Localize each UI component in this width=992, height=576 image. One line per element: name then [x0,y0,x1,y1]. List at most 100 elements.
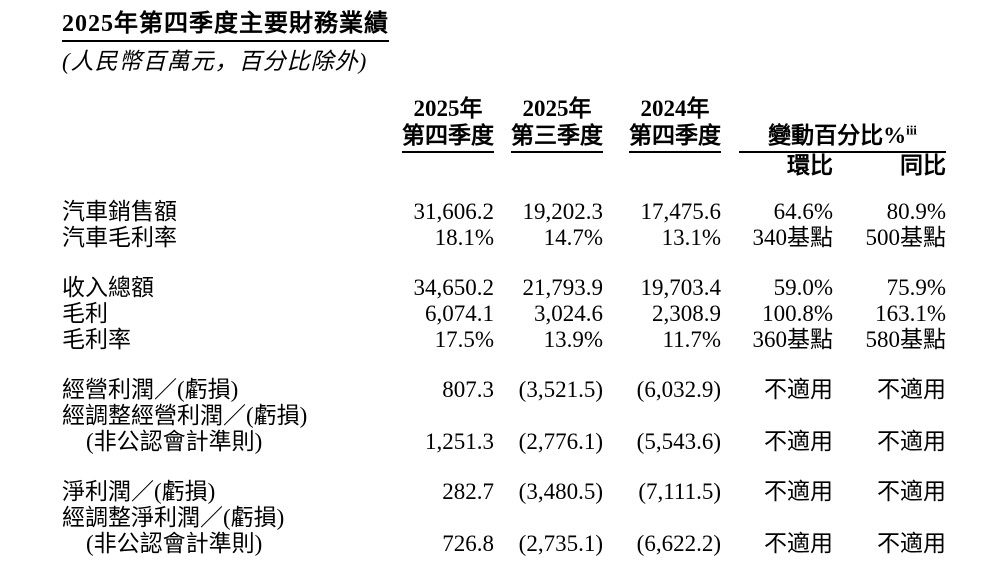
row-label: 經調整經營利潤／(虧損) [62,403,308,428]
table-row: 毛利率 17.5% 13.9% 11.7% 360基點 580基點 [62,327,946,353]
cell-value [833,505,946,531]
cell-value: 17.5% [434,327,494,352]
cell-value: 2,308.9 [652,301,721,326]
row-label: 毛利 [62,301,108,326]
row-label: 汽車毛利率 [62,225,177,250]
table-row: 汽車毛利率 18.1% 14.7% 13.1% 340基點 500基點 [62,225,946,251]
row-label: 淨利潤／(虧損) [62,479,216,504]
cell-value: (6,622.2) [636,531,721,556]
cell-value: 18.1% [434,225,494,250]
table-row: 經調整淨利潤／(虧損) [62,505,946,531]
col-header-quarter: 第四季度 [402,123,494,148]
cell-value [603,403,721,429]
cell-value [603,505,721,531]
section-title-text: 2025年第四季度主要財務業績 [62,10,389,42]
col-header-quarter: 第三季度 [511,123,603,148]
row-label: (非公認會計準則) [86,429,263,454]
table-row: 經調整經營利潤／(虧損) [62,403,946,429]
change-header-label: 變動百分比% [768,123,907,148]
footnote-marker: iii [906,122,917,138]
cell-value: 不適用 [764,377,833,402]
cell-value: 64.6% [773,199,833,224]
cell-value: 19,202.3 [522,199,604,224]
table-row: (非公認會計準則) 1,251.3 (2,776.1) (5,543.6) 不適用 不適用 [62,429,946,455]
change-subheader-row: 環比 同比 [62,153,946,179]
cell-value: (2,735.1) [518,531,603,556]
col-header-q4-2025: 2025年 第四季度 [392,95,494,153]
period-header-row: 2025年 第四季度 2025年 第三季度 2024年 第四季度 [62,95,946,153]
cell-value [494,403,603,429]
col-header-q4-2024: 2024年 第四季度 [603,95,721,153]
cell-value [494,505,603,531]
cell-value [392,403,494,429]
cell-value: 726.8 [442,531,494,556]
cell-value: 6,074.1 [425,301,494,326]
cell-value: 21,793.9 [522,275,604,300]
cell-value: 75.9% [886,275,946,300]
table-row: 經營利潤／(虧損) 807.3 (3,521.5) (6,032.9) 不適用 不適用 [62,353,946,403]
cell-value [721,505,833,531]
table-row: 收入總額 34,650.2 21,793.9 19,703.4 59.0% 75.9% [62,251,946,301]
col-header-yoy: 同比 [900,153,946,178]
col-header-quarter: 第四季度 [629,123,721,148]
cell-value: 13.9% [543,327,603,352]
cell-value: 17,475.6 [640,199,722,224]
cell-value: 500基點 [865,225,947,250]
cell-value [721,403,833,429]
cell-value: 不適用 [764,531,833,556]
cell-value: 3,024.6 [534,301,603,326]
cell-value: 不適用 [877,479,946,504]
financials-table: 2025年 第四季度 2025年 第三季度 2024年 第四季度 [62,95,946,557]
financials-table-head: 2025年 第四季度 2025年 第三季度 2024年 第四季度 [62,95,946,179]
cell-value: (3,521.5) [518,377,603,402]
row-label: 經調整淨利潤／(虧損) [62,505,285,530]
cell-value: 580基點 [865,327,947,352]
cell-value [392,505,494,531]
col-header-change-pct: 變動百分比%iii [721,95,946,153]
cell-value: 不適用 [764,429,833,454]
row-label: (非公認會計準則) [86,531,263,556]
row-label: 汽車銷售額 [62,199,177,224]
col-header-q3-2025: 2025年 第三季度 [494,95,603,153]
cell-value: 31,606.2 [413,199,495,224]
cell-value: 不適用 [764,479,833,504]
cell-value: 360基點 [752,327,834,352]
cell-value: (2,776.1) [518,429,603,454]
units-note: (人民幣百萬元，百分比除外) [62,49,368,74]
cell-value: 11.7% [662,327,721,352]
cell-value: 59.0% [773,275,833,300]
cell-value: 13.1% [661,225,721,250]
cell-value: 不適用 [877,429,946,454]
col-header-year: 2025年 [522,96,592,121]
cell-value: 282.7 [442,479,494,504]
header-spacer [62,95,392,153]
cell-value [833,403,946,429]
table-row: (非公認會計準則) 726.8 (2,735.1) (6,622.2) 不適用 不適用 [62,531,946,557]
row-label: 經營利潤／(虧損) [62,377,239,402]
cell-value: (5,543.6) [636,429,721,454]
financials-table-body: 汽車銷售額 31,606.2 19,202.3 17,475.6 64.6% 80.9% 汽… [62,179,946,557]
table-row: 汽車銷售額 31,606.2 19,202.3 17,475.6 64.6% 80.9% [62,179,946,225]
cell-value: 14.7% [543,225,603,250]
cell-value: (3,480.5) [518,479,603,504]
cell-value: (6,032.9) [636,377,721,402]
section-title: 2025年第四季度主要財務業績 [62,10,946,42]
cell-value: 163.1% [875,301,946,326]
cell-value: 34,650.2 [413,275,495,300]
table-row: 淨利潤／(虧損) 282.7 (3,480.5) (7,111.5) 不適用 不適用 [62,455,946,505]
cell-value: 100.8% [762,301,833,326]
cell-value: 1,251.3 [425,429,494,454]
cell-value: 340基點 [752,225,834,250]
col-header-year: 2025年 [413,96,483,121]
col-header-qoq: 環比 [787,153,833,178]
row-label: 毛利率 [62,327,131,352]
cell-value: 807.3 [442,377,494,402]
col-header-year: 2024年 [640,96,710,121]
cell-value: 不適用 [877,531,946,556]
table-row: 毛利 6,074.1 3,024.6 2,308.9 100.8% 163.1% [62,301,946,327]
row-label: 收入總額 [62,275,154,300]
cell-value: 19,703.4 [640,275,722,300]
cell-value: 不適用 [877,377,946,402]
cell-value: 80.9% [886,199,946,224]
